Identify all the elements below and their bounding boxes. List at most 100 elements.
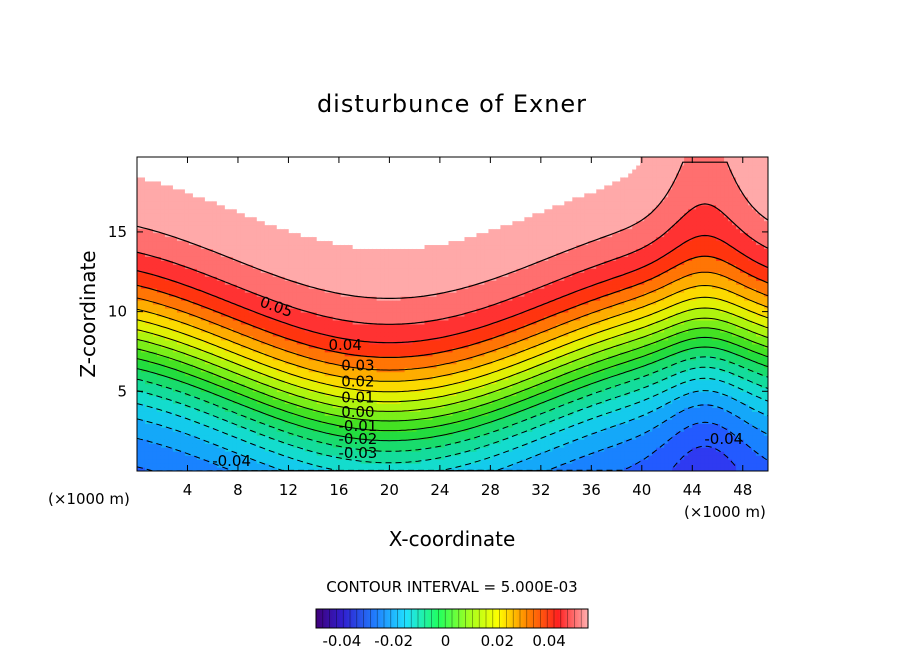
- contour-cell: [168, 327, 174, 333]
- contour-cell: [220, 451, 226, 456]
- contour-cell: [232, 196, 238, 202]
- contour-cell: [352, 355, 358, 361]
- contour-cell: [260, 196, 266, 202]
- contour-cell: [212, 176, 218, 182]
- contour-cell: [144, 351, 150, 357]
- contour-cell: [140, 331, 146, 337]
- contour-cell: [324, 447, 330, 452]
- contour-cell: [164, 435, 170, 440]
- contour-cell: [352, 284, 358, 289]
- contour-cell: [156, 315, 162, 321]
- contour-cell: [268, 371, 274, 377]
- contour-cell: [144, 423, 150, 428]
- contour-cell: [156, 188, 162, 194]
- contour-cell: [292, 228, 298, 234]
- contour-cell: [356, 300, 362, 305]
- contour-cell: [340, 447, 346, 452]
- contour-cell: [308, 331, 314, 337]
- contour-cell: [224, 327, 230, 333]
- contour-cell: [172, 415, 178, 420]
- contour-cell: [244, 463, 250, 468]
- contour-cell: [280, 375, 286, 381]
- contour-cell: [352, 403, 358, 408]
- contour-cell: [348, 304, 354, 309]
- contour-cell: [372, 252, 378, 257]
- contour-cell: [388, 415, 394, 420]
- contour-cell: [148, 319, 154, 325]
- contour-cell: [140, 188, 146, 194]
- contour-cell: [340, 315, 346, 321]
- contour-cell: [148, 204, 154, 210]
- contour-cell: [184, 367, 190, 373]
- contour-cell: [216, 224, 222, 230]
- contour-cell: [240, 280, 246, 285]
- contour-cell: [196, 467, 202, 471]
- contour-cell: [140, 359, 146, 365]
- contour-cell: [276, 272, 282, 277]
- contour-cell: [172, 296, 178, 301]
- contour-cell: [292, 256, 298, 261]
- contour-cell: [248, 272, 254, 277]
- contour-cell: [284, 403, 290, 408]
- contour-cell: [156, 176, 162, 182]
- contour-cell: [288, 300, 294, 305]
- contour-cell: [220, 447, 226, 452]
- contour-cell: [152, 208, 158, 214]
- contour-cell: [312, 467, 318, 471]
- contour-cell: [224, 399, 230, 405]
- contour-cell: [360, 435, 366, 440]
- contour-cell: [364, 375, 370, 381]
- contour-cell: [252, 411, 258, 416]
- contour-cell: [137, 188, 142, 194]
- contour-cell: [148, 407, 154, 412]
- contour-cell: [244, 308, 250, 313]
- contour-cell: [280, 192, 286, 198]
- contour-cell: [184, 160, 190, 166]
- contour-cell: [192, 220, 198, 226]
- contour-cell: [152, 451, 158, 456]
- contour-cell: [352, 176, 358, 182]
- contour-cell: [360, 455, 366, 460]
- contour-cell: [224, 268, 230, 273]
- contour-cell: [316, 415, 322, 420]
- contour-cell: [324, 292, 330, 297]
- contour-cell: [160, 319, 166, 325]
- contour-cell: [296, 240, 302, 246]
- contour-cell: [188, 276, 194, 281]
- contour-cell: [216, 455, 222, 460]
- contour-cell: [324, 248, 330, 253]
- contour-cell: [144, 292, 150, 297]
- contour-cell: [276, 359, 282, 365]
- contour-cell: [236, 212, 242, 218]
- contour-cell: [260, 208, 266, 214]
- contour-cell: [204, 423, 210, 428]
- contour-cell: [140, 419, 146, 424]
- contour-cell: [232, 327, 238, 333]
- contour-cell: [268, 327, 274, 333]
- contour-cell: [304, 312, 310, 317]
- contour-cell: [368, 184, 374, 190]
- contour-cell: [372, 288, 378, 293]
- contour-cell: [244, 395, 250, 401]
- contour-cell: [368, 244, 374, 250]
- contour-cell: [164, 184, 170, 190]
- contour-cell: [312, 224, 318, 230]
- contour-cell: [236, 371, 242, 377]
- contour-cell: [320, 431, 326, 436]
- contour-cell: [232, 292, 238, 297]
- contour-cell: [344, 451, 350, 456]
- contour-cell: [284, 427, 290, 432]
- contour-cell: [356, 284, 362, 289]
- contour-cell: [328, 216, 334, 222]
- contour-cell: [200, 395, 206, 401]
- contour-cell: [292, 232, 298, 238]
- contour-cell: [220, 288, 226, 293]
- contour-cell: [152, 232, 158, 238]
- contour-cell: [288, 157, 294, 162]
- contour-cell: [272, 435, 278, 440]
- contour-cell: [384, 220, 390, 226]
- contour-cell: [336, 208, 342, 214]
- contour-cell: [320, 272, 326, 277]
- contour-cell: [212, 363, 218, 369]
- contour-cell: [188, 252, 194, 257]
